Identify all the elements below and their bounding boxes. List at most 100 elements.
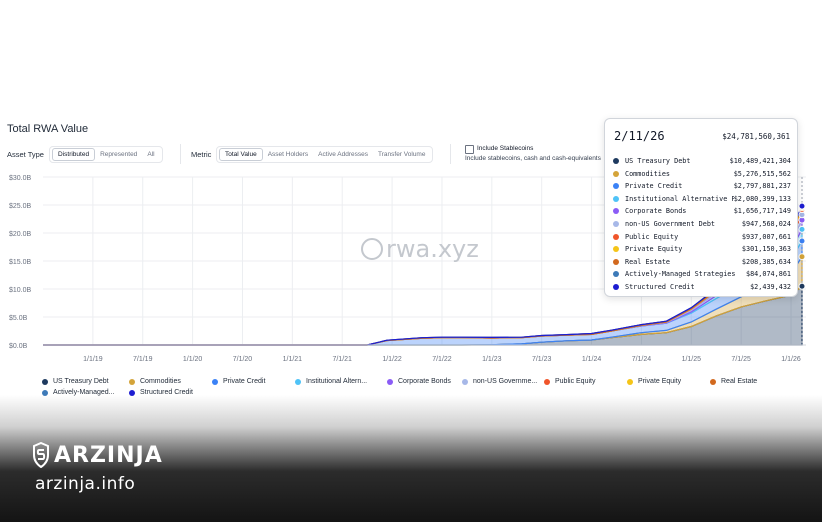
legend-label: Private Credit (223, 378, 266, 385)
legend-item[interactable]: Private Credit (212, 378, 265, 385)
tooltip-series-value: $10,489,421,304 (729, 157, 791, 165)
legend-item[interactable]: Public Equity (544, 378, 595, 385)
x-tick-label: 1/1/26 (781, 356, 801, 363)
legend-swatch (212, 378, 218, 385)
legend-swatch (295, 378, 301, 385)
tooltip-series-name: US Treasury Debt (625, 157, 691, 165)
tooltip-series-value: $947,568,024 (741, 220, 791, 228)
hover-point (798, 202, 806, 210)
tooltip-series-value: $2,439,432 (750, 283, 791, 291)
tooltip-swatch (613, 258, 619, 265)
divider (180, 144, 181, 164)
tooltip-row: non-US Government Debt $947,568,024 (613, 218, 791, 230)
legend-item[interactable]: non-US Governme... (462, 378, 537, 385)
legend-item[interactable]: Institutional Altern... (295, 378, 367, 385)
divider (450, 144, 451, 164)
x-tick-label: 7/1/24 (632, 356, 652, 363)
legend-label: Actively-Managed... (53, 389, 115, 396)
legend-item[interactable]: Private Equity (627, 378, 681, 385)
x-tick-label: 1/1/21 (283, 356, 303, 363)
legend-item[interactable]: Corporate Bonds (387, 378, 451, 385)
asset-type-represented[interactable]: Represented (100, 151, 138, 158)
x-tick-label: 1/1/19 (83, 356, 103, 363)
y-tick-label: $10.0B (9, 287, 32, 294)
legend-swatch (544, 378, 550, 385)
tooltip-series-value: $5,276,515,562 (733, 169, 791, 178)
tooltip-series-name: Real Estate (625, 257, 671, 266)
x-tick-label: 7/1/21 (332, 356, 352, 363)
tooltip-swatch (613, 271, 619, 278)
asset-type-distributed[interactable]: Distributed (52, 148, 96, 161)
legend-item[interactable]: US Treasury Debt (42, 378, 109, 385)
tooltip-series-name: Structured Credit (625, 283, 695, 291)
x-tick-label: 1/1/22 (382, 356, 402, 363)
x-tick-label: 7/1/22 (432, 356, 452, 363)
legend-label: Private Equity (638, 378, 682, 385)
tooltip-swatch (613, 158, 619, 164)
tooltip-series-value: $2,797,881,237 (733, 182, 791, 191)
tooltip-row: Private Credit $2,797,881,237 (613, 180, 791, 192)
legend-label: Institutional Altern... (306, 378, 368, 385)
chart-tooltip: 2/11/26 $24,781,560,361 US Treasury Debt… (604, 118, 798, 297)
tooltip-row: Public Equity $937,007,661 (613, 231, 791, 243)
rwa-area-chart[interactable]: $0.0B $5.0B $10.0B $15.0B $20.0B $25.0B $30.0B… (0, 168, 822, 373)
x-tick-label: 7/1/25 (731, 356, 751, 363)
brand-logo: ARZINJA (32, 442, 163, 468)
tooltip-swatch (613, 195, 619, 202)
metric-transfer-volume[interactable]: Transfer Volume (378, 151, 426, 158)
x-tick-label: 7/1/20 (233, 356, 253, 363)
y-tick-label: $15.0B (9, 259, 32, 266)
y-tick-label: $25.0B (9, 203, 32, 210)
arzinja-logo-icon (33, 442, 49, 468)
hover-point (798, 282, 806, 290)
tooltip-swatch (613, 233, 619, 240)
bottom-gradient-overlay (0, 395, 822, 522)
metric-asset-holders[interactable]: Asset Holders (267, 151, 309, 158)
tooltip-swatch (613, 208, 619, 215)
legend-label: Commodities (140, 378, 181, 385)
x-tick-label: 1/1/20 (183, 356, 203, 363)
hover-point (798, 253, 806, 261)
page-title: Total RWA Value (7, 123, 89, 135)
x-tick-label: 1/1/23 (482, 356, 502, 363)
tooltip-swatch (613, 183, 619, 190)
legend-item[interactable]: Real Estate (710, 378, 757, 385)
legend-label: Public Equity (555, 378, 596, 385)
tooltip-series-value: $1,656,717,149 (733, 207, 791, 216)
metric-toggle: Total Value Asset Holders Active Address… (216, 146, 434, 163)
metric-total-value[interactable]: Total Value (219, 148, 263, 161)
legend-swatch (387, 378, 393, 385)
tooltip-total: $24,781,560,361 (722, 132, 790, 141)
tooltip-row: Real Estate $208,385,634 (613, 256, 791, 268)
legend-label: Corporate Bonds (398, 378, 451, 385)
legend-swatch (129, 378, 135, 385)
x-tick-label: 1/1/24 (582, 356, 602, 363)
tooltip-swatch (613, 246, 619, 253)
legend-swatch (42, 389, 48, 396)
tooltip-series-value: $937,007,661 (741, 232, 791, 241)
tooltip-row: Structured Credit $2,439,432 (613, 281, 791, 293)
include-stablecoins-description: Include stablecoins, cash and cash-equiv… (465, 155, 601, 162)
x-tick-label: 1/1/25 (682, 356, 702, 363)
asset-type-label: Asset Type (7, 150, 44, 159)
legend-swatch (129, 389, 135, 396)
tooltip-series-value: $301,150,363 (741, 245, 791, 254)
legend-label: non-US Governme... (473, 378, 538, 385)
y-tick-label: $0.0B (9, 343, 28, 350)
include-stablecoins-checkbox[interactable] (465, 145, 474, 154)
legend-item[interactable]: Commodities (129, 378, 181, 385)
watermark: rwa.xyz (361, 235, 479, 263)
tooltip-swatch (613, 284, 619, 290)
legend-item[interactable]: Structured Credit (129, 389, 193, 396)
asset-type-all[interactable]: All (147, 151, 155, 158)
asset-type-toggle: Distributed Represented All (49, 146, 163, 163)
legend-swatch (710, 378, 716, 385)
legend-swatch (42, 378, 48, 385)
watermark-globe-icon (361, 238, 383, 260)
metric-active-addresses[interactable]: Active Addresses (318, 151, 369, 158)
tooltip-series-value: $2,080,399,133 (733, 194, 791, 203)
legend-item[interactable]: Actively-Managed... (42, 389, 114, 396)
x-tick-label: 7/1/19 (133, 356, 153, 363)
watermark-text: rwa.xyz (386, 235, 479, 263)
top-blank-area (0, 0, 822, 112)
